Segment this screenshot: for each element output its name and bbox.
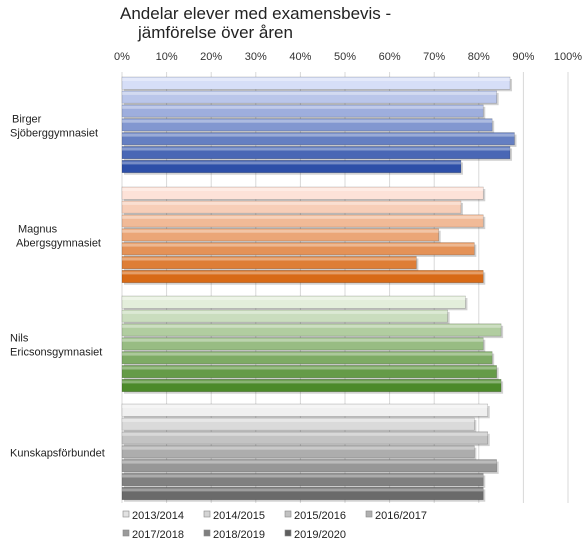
category-label: Kunskapsförbundet <box>10 448 105 460</box>
bar <box>121 118 493 132</box>
bar <box>121 104 484 118</box>
x-tick-label: 0% <box>114 51 130 63</box>
bar <box>121 379 502 392</box>
bar-highlight <box>122 474 484 478</box>
bar <box>121 487 484 500</box>
x-tick-label: 50% <box>334 51 356 63</box>
bar-highlight <box>122 201 461 205</box>
bar-highlight <box>122 271 484 275</box>
x-tick-label: 70% <box>423 51 445 63</box>
chart-title-line: Andelar elever med examensbevis - <box>120 4 391 23</box>
x-tick-label: 20% <box>200 51 222 63</box>
bar-highlight <box>122 460 497 464</box>
legend-label: 2014/2015 <box>213 510 265 522</box>
x-axis-tick-labels: 0% 10% 20% 30% 40% 50% 60% 70% 80% 90% 100% <box>114 51 582 63</box>
bar <box>121 351 493 365</box>
x-tick-label: 80% <box>468 51 490 63</box>
bar <box>121 200 462 214</box>
bar-highlight <box>122 243 475 247</box>
bar <box>121 186 484 200</box>
legend-swatch <box>284 529 292 537</box>
bar <box>121 146 511 160</box>
bar-highlight <box>122 488 484 492</box>
bar <box>121 90 497 104</box>
bar-highlight <box>122 338 484 342</box>
legend-swatch <box>122 510 130 518</box>
category-labels: Birger Sjöberggymnasiet Magnus Abergsgymnas… <box>10 114 105 460</box>
legend-label: 2018/2019 <box>213 529 265 541</box>
bar <box>121 295 466 309</box>
legend-label: 2016/2017 <box>375 510 427 522</box>
legend-swatch <box>203 529 211 537</box>
legend-swatch <box>122 529 130 537</box>
bar <box>121 431 489 445</box>
bar <box>121 160 462 173</box>
bar-highlight <box>122 161 461 165</box>
category-label: Sjöberggymnasiet <box>10 128 98 140</box>
bar <box>121 445 475 459</box>
bar <box>121 270 484 283</box>
chart-title: Andelar elever med examensbevis -jämföre… <box>120 4 391 42</box>
x-tick-label: 100% <box>554 51 582 63</box>
bar-highlight <box>122 188 484 191</box>
bar <box>121 228 439 242</box>
x-tick-label: 60% <box>379 51 401 63</box>
bar <box>121 337 484 351</box>
bar-highlight <box>122 105 484 109</box>
bar <box>121 365 497 379</box>
category-label: Nils <box>10 333 29 345</box>
x-tick-label: 40% <box>289 51 311 63</box>
legend: 2013/2014 2014/2015 2015/2016 2016/2017 2017… <box>122 510 427 541</box>
bar-highlight <box>122 418 475 422</box>
bar <box>121 323 502 337</box>
x-tick-label: 90% <box>512 51 534 63</box>
bar-highlight <box>122 432 488 436</box>
bar-highlight <box>122 297 466 300</box>
bar-highlight <box>122 366 497 370</box>
bar-highlight <box>122 352 493 356</box>
bar <box>121 403 489 417</box>
legend-label: 2013/2014 <box>132 510 184 522</box>
x-tick-label: 10% <box>156 51 178 63</box>
bar-highlight <box>122 91 497 95</box>
bar-highlight <box>122 229 439 233</box>
legend-label: 2019/2020 <box>294 529 346 541</box>
bar <box>121 76 511 90</box>
legend-swatch <box>284 510 292 518</box>
bar-highlight <box>122 310 448 314</box>
legend-label: 2015/2016 <box>294 510 346 522</box>
bar-highlight <box>122 405 488 408</box>
bar-highlight <box>122 119 493 123</box>
category-label: Ericsonsgymnasiet <box>10 347 102 359</box>
bar-highlight <box>122 215 484 219</box>
bar-highlight <box>122 446 475 450</box>
category-label: Birger <box>12 114 42 126</box>
bar-highlight <box>122 78 511 81</box>
category-label: Abergsgymnasiet <box>16 238 101 250</box>
bars <box>121 76 517 502</box>
bar-highlight <box>122 324 502 328</box>
bar-highlight <box>122 380 502 384</box>
legend-label: 2017/2018 <box>132 529 184 541</box>
bar-highlight <box>122 133 515 137</box>
bar <box>121 473 484 487</box>
bar <box>121 459 497 473</box>
legend-swatch <box>365 510 373 518</box>
bar <box>121 309 448 323</box>
bar-highlight <box>122 147 511 151</box>
chart-title-line: jämförelse över åren <box>137 23 293 42</box>
bar <box>121 132 515 146</box>
bar <box>121 256 417 270</box>
category-label: Magnus <box>18 224 58 236</box>
bar <box>121 214 484 228</box>
legend-swatch <box>203 510 211 518</box>
x-tick-label: 30% <box>245 51 267 63</box>
bar <box>121 417 475 431</box>
bar <box>121 242 475 256</box>
bar-highlight <box>122 257 417 261</box>
